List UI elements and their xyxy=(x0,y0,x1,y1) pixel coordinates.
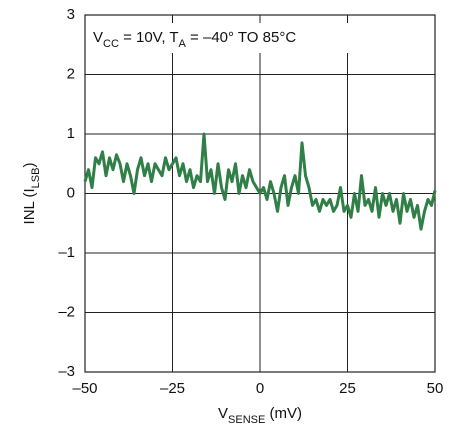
y-tick-label: 3 xyxy=(67,6,75,23)
y-axis-title-part: LSB xyxy=(30,168,42,189)
x-axis-title-part: V xyxy=(218,405,228,422)
annotation-part: = 10V, T xyxy=(119,29,179,46)
y-tick-label: 0 xyxy=(67,184,75,201)
y-tick-label: –3 xyxy=(58,363,75,380)
annotation-part: = –40° TO 85°C xyxy=(186,29,296,46)
annotation-part: A xyxy=(179,38,187,50)
y-tick-label: –1 xyxy=(58,244,75,261)
x-tick-label: 50 xyxy=(427,380,444,397)
y-tick-label: 1 xyxy=(67,125,75,142)
x-tick-label: 25 xyxy=(339,380,356,397)
data-line xyxy=(83,132,437,231)
x-axis-title-part: (mV) xyxy=(265,405,302,422)
x-axis-title-part: SENSE xyxy=(228,414,265,426)
annotation: VCC = 10V, TA = –40° TO 85°C xyxy=(93,29,296,50)
y-axis-title-part: ) xyxy=(21,163,38,168)
x-axis-title: VSENSE (mV) xyxy=(218,405,302,426)
annotation-bg xyxy=(88,23,348,53)
y-axis-title-part: INL (I xyxy=(21,188,38,224)
annotation-part: CC xyxy=(103,38,119,50)
x-tick-label: 0 xyxy=(256,380,264,397)
y-tick-label: 2 xyxy=(67,65,75,82)
x-tick-label: –25 xyxy=(160,380,185,397)
y-tick-label: –2 xyxy=(58,303,75,320)
x-tick-label: –50 xyxy=(72,380,97,397)
y-axis-title: INL (ILSB) xyxy=(21,163,42,225)
annotation-part: V xyxy=(93,29,103,46)
